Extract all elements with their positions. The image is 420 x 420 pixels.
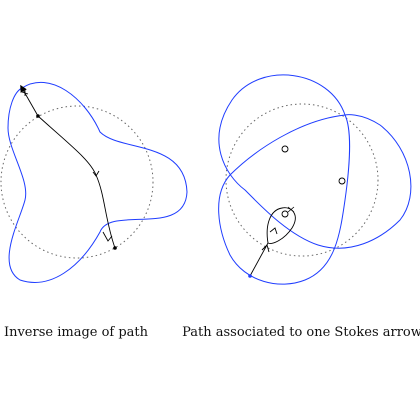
right-blue-inner-loop: [266, 207, 296, 244]
right-black-arrow: [261, 244, 270, 253]
left-black-path: [37, 115, 116, 249]
right-dotted-circle: [225, 103, 379, 257]
left-caption: Inverse image of path: [4, 325, 149, 340]
left-blue-curve: [7, 82, 188, 283]
left-mid-arrow: [92, 170, 100, 177]
right-cross: [287, 206, 295, 213]
left-start-dot: [36, 114, 40, 118]
right-start-dot: [248, 274, 252, 278]
left-end-dot: [113, 246, 117, 250]
right-black-arrow-2: [269, 227, 278, 235]
right-panel: [218, 74, 412, 285]
right-blue-curve-a: [218, 74, 412, 249]
left-top-cross: [21, 90, 29, 96]
left-panel: [0, 82, 188, 283]
right-open-circle-1: [281, 145, 289, 153]
right-black-stem: [249, 242, 269, 277]
right-open-circle-3: [281, 210, 289, 218]
left-dotted-circle: [0, 105, 154, 259]
right-caption: Path associated to one Stokes arrow: [182, 325, 420, 340]
right-blue-curve-b: [218, 114, 350, 285]
left-black-stem: [20, 84, 39, 117]
left-bottom-arrow: [102, 231, 113, 242]
right-open-circle-2: [338, 177, 346, 185]
